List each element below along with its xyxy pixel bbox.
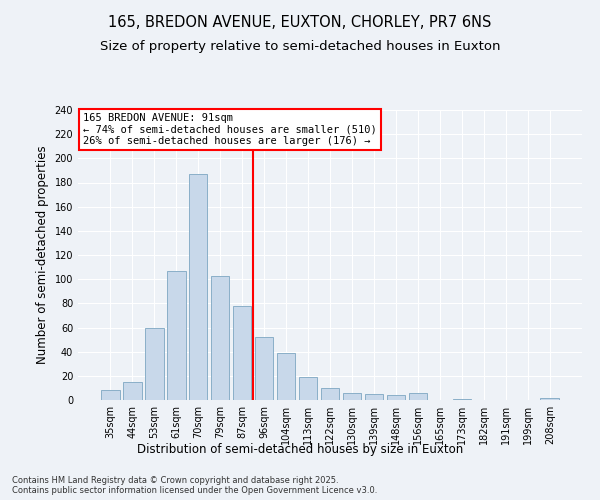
Bar xyxy=(189,174,208,400)
Bar xyxy=(255,337,274,400)
Bar xyxy=(123,382,142,400)
Bar xyxy=(452,399,471,400)
Bar xyxy=(101,390,119,400)
Bar xyxy=(541,398,559,400)
Bar xyxy=(343,393,361,400)
Text: Distribution of semi-detached houses by size in Euxton: Distribution of semi-detached houses by … xyxy=(137,442,463,456)
Bar xyxy=(299,377,317,400)
Bar xyxy=(211,276,229,400)
Bar xyxy=(167,270,185,400)
Bar xyxy=(386,395,405,400)
Bar xyxy=(145,328,164,400)
Bar xyxy=(365,394,383,400)
Y-axis label: Number of semi-detached properties: Number of semi-detached properties xyxy=(36,146,49,364)
Bar xyxy=(277,353,295,400)
Text: Contains HM Land Registry data © Crown copyright and database right 2025.
Contai: Contains HM Land Registry data © Crown c… xyxy=(12,476,377,495)
Bar xyxy=(233,306,251,400)
Bar xyxy=(409,393,427,400)
Text: 165 BREDON AVENUE: 91sqm
← 74% of semi-detached houses are smaller (510)
26% of : 165 BREDON AVENUE: 91sqm ← 74% of semi-d… xyxy=(83,113,377,146)
Text: Size of property relative to semi-detached houses in Euxton: Size of property relative to semi-detach… xyxy=(100,40,500,53)
Bar xyxy=(320,388,340,400)
Text: 165, BREDON AVENUE, EUXTON, CHORLEY, PR7 6NS: 165, BREDON AVENUE, EUXTON, CHORLEY, PR7… xyxy=(109,15,491,30)
